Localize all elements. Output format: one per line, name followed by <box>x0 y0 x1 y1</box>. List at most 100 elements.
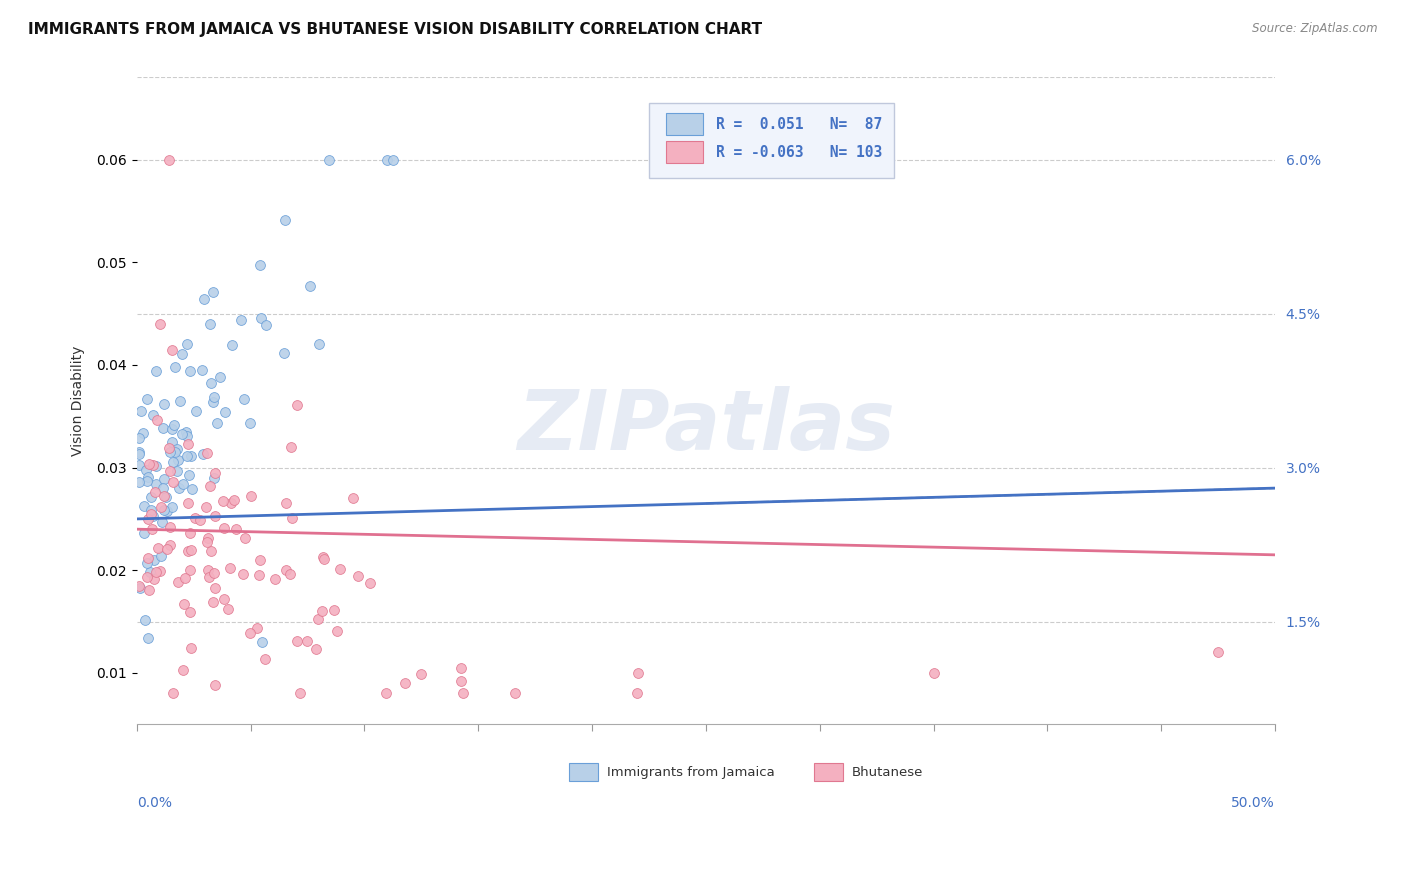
Point <box>129 582 152 596</box>
Point <box>128 475 150 489</box>
Point <box>232 566 254 581</box>
Point <box>249 553 271 567</box>
Point <box>450 673 472 688</box>
Point <box>165 445 187 459</box>
Point <box>152 421 174 435</box>
Point <box>225 522 247 536</box>
Point <box>143 572 166 586</box>
Point <box>195 446 218 460</box>
Point <box>204 508 226 523</box>
Point <box>347 568 370 582</box>
Point <box>159 520 181 534</box>
Point <box>177 467 200 482</box>
Point <box>179 526 201 541</box>
Point <box>233 392 256 406</box>
Point <box>169 393 191 408</box>
Point <box>139 566 162 580</box>
Point <box>627 665 650 680</box>
Point <box>146 413 169 427</box>
Point <box>239 626 262 640</box>
Point <box>139 490 162 504</box>
Point <box>201 594 224 608</box>
Point <box>276 495 298 509</box>
Point <box>202 394 225 409</box>
Point <box>128 579 150 593</box>
Point <box>180 641 202 656</box>
Point <box>152 397 174 411</box>
Point <box>375 686 398 700</box>
Text: Source: ZipAtlas.com: Source: ZipAtlas.com <box>1253 22 1378 36</box>
Point <box>205 417 228 431</box>
FancyBboxPatch shape <box>814 763 842 781</box>
Point <box>162 475 184 490</box>
Point <box>136 512 159 526</box>
Point <box>145 364 167 378</box>
Point <box>198 570 221 584</box>
Point <box>176 337 198 351</box>
Point <box>195 535 218 549</box>
Point <box>274 212 297 227</box>
Point <box>134 613 156 627</box>
Point <box>375 153 398 167</box>
Point <box>159 464 181 478</box>
Point <box>132 525 155 540</box>
Point <box>278 567 301 582</box>
Text: R =  0.051   N=  87: R = 0.051 N= 87 <box>716 117 883 131</box>
Point <box>159 538 181 552</box>
Point <box>163 418 186 433</box>
Point <box>922 665 945 680</box>
Point <box>212 591 235 606</box>
Point <box>141 507 163 521</box>
Point <box>200 376 222 391</box>
Point <box>287 634 309 648</box>
Point <box>214 405 236 419</box>
Point <box>174 570 197 584</box>
Point <box>152 481 174 495</box>
Point <box>176 428 198 442</box>
Point <box>194 500 217 515</box>
Point <box>305 642 328 657</box>
Point <box>222 492 245 507</box>
Point <box>166 464 188 478</box>
Point <box>253 652 276 666</box>
Point <box>162 685 184 699</box>
Point <box>190 514 212 528</box>
Point <box>198 317 221 331</box>
Point <box>162 343 184 357</box>
Point <box>135 463 157 477</box>
Point <box>311 604 333 618</box>
Point <box>177 496 200 510</box>
FancyBboxPatch shape <box>666 113 703 135</box>
Point <box>136 632 159 646</box>
Point <box>342 491 364 505</box>
Point <box>166 442 188 456</box>
Point <box>138 583 160 598</box>
Point <box>201 285 224 299</box>
Point <box>180 542 202 557</box>
Point <box>138 457 160 471</box>
Text: Immigrants from Jamaica: Immigrants from Jamaica <box>607 765 775 779</box>
Text: R = -0.063   N= 103: R = -0.063 N= 103 <box>716 145 883 160</box>
Point <box>239 417 262 431</box>
Point <box>626 686 648 700</box>
Text: IMMIGRANTS FROM JAMAICA VS BHUTANESE VISION DISABILITY CORRELATION CHART: IMMIGRANTS FROM JAMAICA VS BHUTANESE VIS… <box>28 22 762 37</box>
Point <box>179 563 201 577</box>
Point <box>198 479 221 493</box>
Point <box>128 447 150 461</box>
Point <box>503 686 526 700</box>
Point <box>155 490 177 504</box>
Point <box>233 531 256 545</box>
Point <box>132 426 155 441</box>
Point <box>160 422 183 436</box>
Point <box>167 574 190 589</box>
Point <box>132 499 155 513</box>
Point <box>136 557 159 571</box>
Point <box>152 472 174 486</box>
FancyBboxPatch shape <box>650 103 894 178</box>
Point <box>149 564 172 578</box>
Text: 50.0%: 50.0% <box>1232 797 1275 810</box>
Point <box>159 445 181 459</box>
Point <box>250 635 273 649</box>
Y-axis label: Vision Disability: Vision Disability <box>72 346 86 456</box>
Point <box>170 427 193 442</box>
